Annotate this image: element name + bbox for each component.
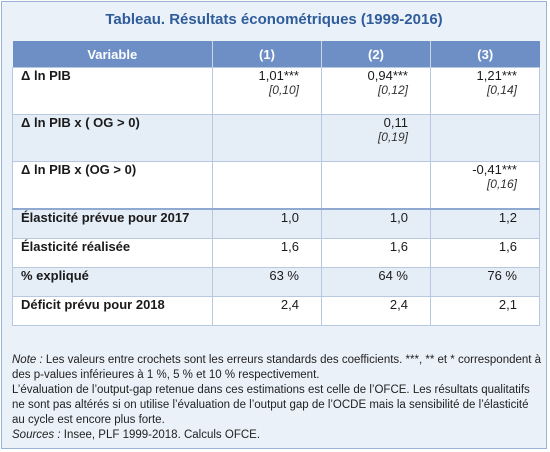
table-cell: 2,4 xyxy=(321,295,431,326)
column-header-1: (1) xyxy=(212,41,322,68)
row-label: Δ ln PIB x (OG > 0) xyxy=(12,161,213,209)
sources-text: Insee, PLF 1999-2018. Calculs OFCE. xyxy=(60,429,261,441)
row-label: Δ ln PIB xyxy=(12,67,213,115)
row-label: Δ ln PIB x ( OG > 0) xyxy=(12,114,213,162)
results-table: Variable (1) (2) (3) Δ ln PIB 1,01*** [0,… xyxy=(12,41,540,326)
table-cell: 1,0 xyxy=(212,207,322,239)
standard-error: [0,10] xyxy=(268,83,299,97)
table-notes: Note : Les valeurs entre crochets sont l… xyxy=(12,353,542,443)
sources-paragraph: Sources : Insee, PLF 1999-2018. Calculs … xyxy=(12,428,542,443)
table-cell: 63 % xyxy=(212,266,322,297)
coef-cell xyxy=(212,114,322,162)
note-text: Les valeurs entre crochets sont les erre… xyxy=(12,354,542,381)
coef-value: 1,21*** xyxy=(476,68,517,83)
coef-cell xyxy=(212,161,322,209)
coef-cell: 0,94*** [0,12] xyxy=(321,67,431,115)
coef-cell: 1,01*** [0,10] xyxy=(212,67,322,115)
row-label: Élasticité prévue pour 2017 xyxy=(12,207,213,239)
coef-cell xyxy=(321,161,431,209)
row-label: Élasticité réalisée xyxy=(12,237,213,268)
table-cell: 1,6 xyxy=(321,237,431,268)
note-label: Note : xyxy=(12,354,43,366)
coef-value: 0,94*** xyxy=(367,68,408,83)
coef-cell: 0,11 [0,19] xyxy=(321,114,431,162)
table-row: % expliqué 63 % 64 % 76 % xyxy=(12,266,540,297)
coef-value: 0,11 xyxy=(383,115,408,130)
table-cell: 1,2 xyxy=(430,207,540,239)
methodology-paragraph: L’évaluation de l’output-gap retenue dan… xyxy=(12,384,530,426)
coef-cell xyxy=(430,114,540,162)
table-row: Élasticité réalisée 1,6 1,6 1,6 xyxy=(12,237,540,268)
header-row: Variable (1) (2) (3) xyxy=(12,41,540,68)
table-cell: 2,1 xyxy=(430,295,540,326)
note-paragraph: Note : Les valeurs entre crochets sont l… xyxy=(12,353,542,383)
row-label: % expliqué xyxy=(12,266,213,297)
table-title: Tableau. Résultats économétriques (1999-… xyxy=(105,11,443,28)
standard-error: [0,14] xyxy=(486,83,517,97)
sources-label: Sources : xyxy=(12,429,61,441)
standard-error: [0,16] xyxy=(486,177,517,191)
table-row: Élasticité prévue pour 2017 1,0 1,0 1,2 xyxy=(12,207,540,239)
standard-error: [0,12] xyxy=(377,83,408,97)
table-row: Δ ln PIB x ( OG > 0) 0,11 [0,19] xyxy=(12,114,540,162)
standard-error: [0,19] xyxy=(377,130,408,144)
table-cell: 1,6 xyxy=(212,237,322,268)
coef-value: 1,01*** xyxy=(258,68,299,83)
column-header-3: (3) xyxy=(430,41,540,68)
table-cell: 2,4 xyxy=(212,295,322,326)
table-cell: 1,0 xyxy=(321,207,431,239)
table-cell: 64 % xyxy=(321,266,431,297)
table-cell: 76 % xyxy=(430,266,540,297)
table-row: Δ ln PIB 1,01*** [0,10] 0,94*** [0,12] 1,2… xyxy=(12,67,540,115)
table-row: Déficit prévu pour 2018 2,4 2,4 2,1 xyxy=(12,295,540,326)
row-label: Déficit prévu pour 2018 xyxy=(12,295,213,326)
table-cell: 1,6 xyxy=(430,237,540,268)
column-header-2: (2) xyxy=(321,41,431,68)
coef-cell: 1,21*** [0,14] xyxy=(430,67,540,115)
coef-value: -0,41*** xyxy=(472,162,517,177)
coef-cell: -0,41*** [0,16] xyxy=(430,161,540,209)
table-row: Δ ln PIB x (OG > 0) -0,41*** [0,16] xyxy=(12,161,540,209)
column-header-variable: Variable xyxy=(12,41,213,68)
